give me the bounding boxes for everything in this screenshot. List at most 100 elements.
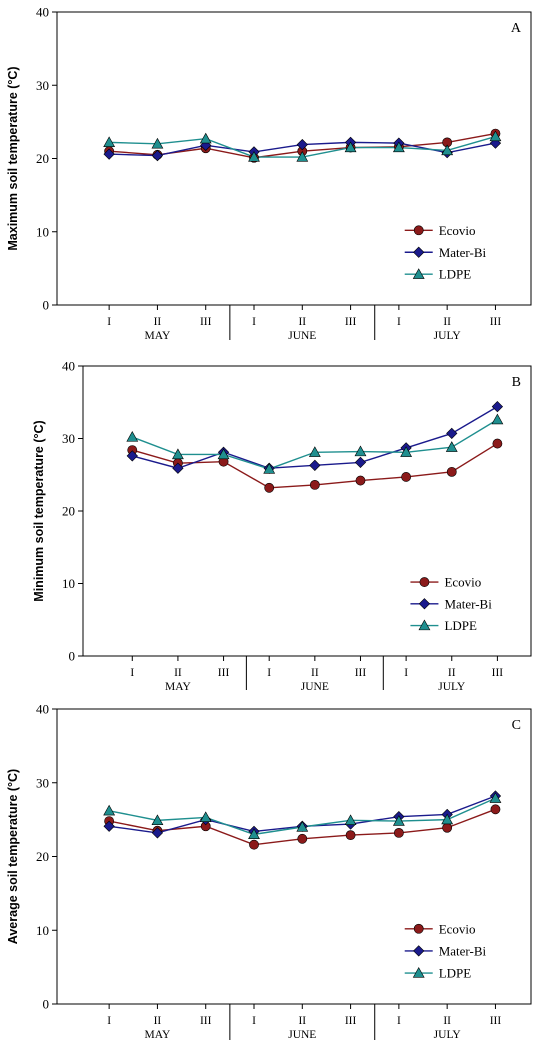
y-tick-label: 10 (36, 923, 49, 938)
data-point-ecovio (309, 479, 320, 490)
y-tick-label: 30 (36, 775, 49, 790)
legend-label: Ecovio (439, 223, 476, 238)
data-point-mater-bi (151, 149, 164, 162)
month-label: JUNE (288, 330, 316, 342)
data-point-ldpe (199, 811, 212, 823)
legend-marker (413, 945, 425, 957)
data-point-ldpe (263, 462, 276, 474)
legend-item: Mater-Bi (404, 943, 487, 958)
x-tick-label: II (298, 1015, 306, 1027)
legend-item: LDPE (404, 267, 472, 282)
data-point-mater-bi (103, 148, 115, 160)
y-axis-label: Average soil temperature (°C) (6, 769, 20, 944)
plot-frame (56, 708, 532, 1005)
plot-frame (56, 11, 532, 306)
data-point-ecovio (297, 833, 308, 844)
legend-label: Mater-Bi (444, 596, 492, 611)
x-tick-label: II (298, 316, 306, 328)
x-tick-label: I (252, 316, 256, 328)
legend-item: Ecovio (410, 575, 481, 590)
panel-c: 0 10 20 30 40 Average soil temperature (°C) C I… (6, 702, 532, 1041)
legend-item: Ecovio (404, 223, 476, 238)
data-point-ldpe (445, 441, 458, 452)
data-point-ldpe (126, 431, 139, 442)
y-tick-label: 10 (36, 224, 49, 239)
legend-marker (419, 577, 430, 587)
data-point-mater-bi (103, 820, 115, 832)
data-point-ecovio (345, 830, 356, 841)
legend-label: Ecovio (439, 921, 476, 936)
y-tick-label: 40 (62, 359, 75, 374)
x-tick-label: III (355, 667, 367, 679)
data-point-ldpe (392, 141, 405, 153)
x-tick-label: II (443, 316, 451, 328)
x-tick-label: III (490, 316, 502, 328)
legend-item: LDPE (410, 618, 477, 633)
data-point-ldpe (103, 804, 116, 816)
data-point-ecovio (490, 804, 501, 815)
data-point-ldpe (344, 141, 357, 153)
legend-label: Mater-Bi (439, 943, 487, 958)
y-tick-label: 20 (36, 151, 49, 166)
data-point-ldpe (151, 137, 164, 149)
panel-letter: A (511, 21, 522, 36)
y-tick-label: 10 (62, 576, 75, 591)
data-point-ldpe (199, 132, 212, 144)
month-label: JULY (438, 681, 466, 693)
legend-marker (413, 225, 424, 236)
data-point-ldpe (392, 815, 405, 826)
legend-item: Mater-Bi (404, 245, 487, 260)
legend-label: Mater-Bi (439, 245, 487, 260)
month-label: MAY (145, 330, 171, 342)
panel-letter: C (512, 718, 521, 733)
panel-a: 0 10 20 30 40 Maximum soil temperature (°C) A I… (6, 5, 532, 342)
x-tick-label: III (200, 316, 212, 328)
x-tick-label: I (397, 316, 401, 328)
data-point-ldpe (172, 448, 184, 460)
data-point-ldpe (489, 130, 502, 142)
x-tick-label: I (107, 316, 111, 328)
y-axis-label: Minimum soil temperature (°C) (32, 420, 46, 601)
month-label: JUNE (288, 1029, 316, 1041)
data-point-mater-bi (126, 450, 138, 462)
data-point-ldpe (441, 144, 454, 156)
data-point-ldpe (103, 136, 116, 148)
x-tick-label: I (130, 667, 134, 679)
data-point-ecovio (401, 472, 412, 482)
y-tick-label: 40 (36, 5, 49, 20)
legend-item: Mater-Bi (410, 596, 492, 611)
x-tick-label: I (107, 1015, 111, 1027)
panel-b: 0 10 20 30 40 Minimum soil temperature (°C) B I… (32, 359, 532, 693)
data-point-mater-bi (172, 462, 184, 474)
data-point-mater-bi (151, 827, 164, 839)
y-tick-label: 0 (43, 997, 50, 1012)
data-point-ecovio (492, 438, 503, 449)
legend-label: LDPE (439, 267, 472, 282)
x-tick-label: II (154, 1015, 162, 1027)
data-point-mater-bi (296, 138, 308, 151)
month-label: MAY (145, 1029, 171, 1041)
data-point-ldpe (354, 445, 367, 457)
series-line-mater-bi (132, 405, 498, 469)
data-point-ecovio (249, 839, 259, 850)
y-tick-label: 20 (62, 504, 75, 519)
data-point-ldpe (248, 151, 260, 162)
x-tick-label: II (311, 667, 319, 679)
x-tick-label: III (492, 667, 504, 679)
x-tick-label: I (252, 1015, 256, 1027)
data-point-ldpe (296, 151, 309, 162)
y-axis-label: Maximum soil temperature (°C) (6, 66, 20, 250)
panel-letter: B (512, 375, 521, 390)
data-point-ecovio (393, 828, 404, 838)
data-point-ldpe (441, 813, 454, 825)
data-point-ldpe (489, 792, 502, 803)
data-point-ecovio (355, 475, 366, 486)
x-tick-label: II (443, 1015, 451, 1027)
x-tick-label: II (174, 667, 182, 679)
x-tick-label: III (218, 667, 230, 679)
data-point-ldpe (308, 446, 321, 457)
x-tick-label: I (397, 1015, 401, 1027)
x-tick-label: I (404, 667, 408, 679)
